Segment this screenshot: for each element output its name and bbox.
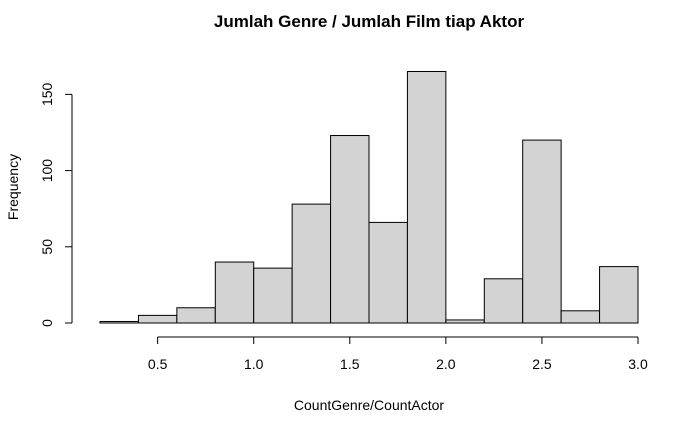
histogram-bar bbox=[176, 307, 216, 324]
histogram-bar bbox=[445, 319, 485, 324]
histogram-bar bbox=[483, 278, 524, 324]
histogram-bar bbox=[137, 314, 178, 324]
y-tick-label: 100 bbox=[39, 159, 55, 183]
x-tick-label: 1.0 bbox=[244, 356, 264, 372]
histogram-bar bbox=[253, 267, 293, 324]
histogram-bar bbox=[406, 71, 447, 324]
x-axis-title: CountGenre/CountActor bbox=[294, 397, 445, 413]
histogram-bar bbox=[368, 221, 408, 324]
histogram-bar bbox=[99, 320, 139, 324]
x-tick-label: 2.0 bbox=[436, 356, 456, 372]
y-axis: 0 50 100 150 bbox=[39, 82, 73, 327]
histogram-bar bbox=[522, 139, 562, 324]
y-tick-label: 50 bbox=[39, 239, 55, 255]
bars-group bbox=[99, 71, 639, 324]
x-axis: 0.5 1.0 1.5 2.0 2.5 3.0 bbox=[148, 336, 648, 372]
histogram-bar bbox=[291, 203, 332, 324]
y-axis-title: Frequency bbox=[5, 154, 21, 220]
histogram-bar bbox=[214, 261, 255, 324]
histogram-bar bbox=[330, 135, 370, 324]
histogram-bar bbox=[560, 310, 601, 324]
y-tick-label: 0 bbox=[39, 319, 55, 327]
chart-title: Jumlah Genre / Jumlah Film tiap Aktor bbox=[214, 12, 525, 31]
histogram-bar bbox=[599, 266, 639, 324]
x-tick-label: 2.5 bbox=[532, 356, 552, 372]
y-tick-label: 150 bbox=[39, 82, 55, 106]
x-tick-label: 3.0 bbox=[628, 356, 648, 372]
x-tick-label: 1.5 bbox=[340, 356, 360, 372]
x-tick-label: 0.5 bbox=[148, 356, 168, 372]
